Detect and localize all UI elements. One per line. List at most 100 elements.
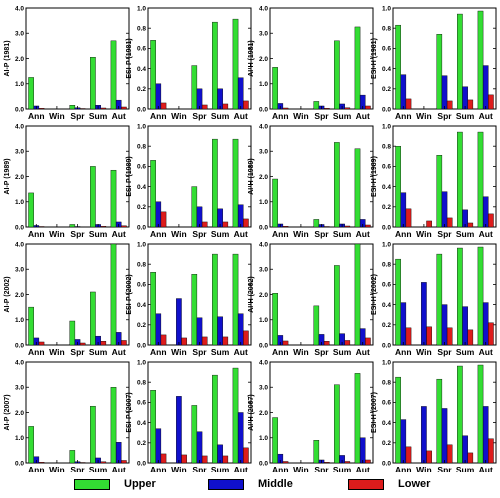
y-tick-label: 0.8 xyxy=(382,144,391,151)
y-tick-label: 0.6 xyxy=(137,282,146,289)
y-tick-label: 0.6 xyxy=(382,46,391,53)
x-tick-label: Win xyxy=(416,111,432,121)
panel-12: 0.0 0.2 0.4 0.6 0.8 1.0 ESI-H (2002) Ann Win Spr S… xyxy=(371,241,497,357)
bar-upper-spr xyxy=(436,253,443,346)
y-tick-label: 0.4 xyxy=(137,66,146,73)
x-tick-label: Aut xyxy=(356,347,370,357)
bar-lower-aut xyxy=(488,213,494,228)
x-tick-label: Win xyxy=(171,111,187,121)
y-tick-label: 0.0 xyxy=(137,342,146,349)
y-tick-label: 3.0 xyxy=(259,31,268,38)
bar-upper-aut xyxy=(110,169,117,228)
bar-upper-aut xyxy=(354,26,361,110)
bar-upper-sum xyxy=(334,142,340,228)
x-tick-label: Ann xyxy=(28,229,45,239)
bar-lower-aut xyxy=(121,340,127,346)
x-tick-label: Win xyxy=(171,347,187,357)
y-tick-label: 0.2 xyxy=(382,204,391,211)
bar-middle-sum xyxy=(217,88,223,110)
y-tick-label: 0.4 xyxy=(382,66,391,73)
bar-lower-aut xyxy=(365,105,371,110)
x-tick-label: Ann xyxy=(272,111,289,121)
bar-lower-win xyxy=(426,450,432,464)
x-tick-label: Ann xyxy=(272,465,289,472)
bar-lower-aut xyxy=(121,460,127,464)
panel-15: 0.0 1.0 2.0 3.0 4.0 AI-H (2007) Ann Win Spr Sum Au… xyxy=(248,359,374,472)
y-tick-label: 4.0 xyxy=(15,123,24,130)
y-tick-label: 0.8 xyxy=(137,262,146,269)
bar-lower-spr xyxy=(323,226,330,228)
y-tick-label: 0.2 xyxy=(137,322,146,329)
bar-upper-spr xyxy=(436,155,443,228)
bar-lower-win xyxy=(426,326,432,346)
y-tick-label: 0.6 xyxy=(137,46,146,53)
bar-upper-sum xyxy=(90,57,96,110)
y-axis-label: ESI-P (2002) xyxy=(126,274,133,314)
y-axis-label: AI-H (2007) xyxy=(248,394,255,431)
x-tick-label: Sum xyxy=(456,465,475,472)
y-tick-label: 0.0 xyxy=(259,342,268,349)
x-tick-label: Spr xyxy=(192,465,207,472)
x-tick-label: Aut xyxy=(479,347,493,357)
y-tick-label: 2.0 xyxy=(259,56,268,63)
bar-upper-spr xyxy=(313,440,320,464)
bar-lower-sum xyxy=(344,340,351,346)
y-tick-label: 1.0 xyxy=(137,241,146,248)
bar-lower-sum xyxy=(222,455,229,464)
bar-upper-ann xyxy=(28,77,34,110)
x-tick-label: Aut xyxy=(356,465,370,472)
bar-lower-aut xyxy=(121,106,127,110)
x-tick-label: Win xyxy=(49,347,65,357)
legend-item-upper: Upper xyxy=(74,474,156,494)
y-tick-label: 2.0 xyxy=(259,410,268,417)
legend-item-middle: Middle xyxy=(208,474,293,494)
bar-upper-ann xyxy=(150,272,156,346)
bar-upper-ann xyxy=(395,376,401,464)
x-tick-label: Aut xyxy=(112,111,126,121)
x-tick-label: Win xyxy=(416,347,432,357)
bar-middle-aut xyxy=(482,65,489,110)
y-tick-label: 0.0 xyxy=(382,460,391,467)
bar-lower-spr xyxy=(446,100,453,110)
y-tick-label: 1.0 xyxy=(259,317,268,324)
bar-upper-aut xyxy=(110,387,117,464)
y-tick-label: 1.0 xyxy=(15,199,24,206)
y-tick-label: 3.0 xyxy=(259,149,268,156)
y-tick-label: 2.0 xyxy=(259,292,268,299)
y-axis-label: ESI-H (2002) xyxy=(371,274,378,315)
y-axis-label: ESI-H (1989) xyxy=(371,156,378,197)
x-tick-label: Spr xyxy=(192,111,207,121)
bar-upper-sum xyxy=(212,253,218,346)
bar-lower-ann xyxy=(282,340,289,346)
x-tick-label: Sum xyxy=(333,229,352,239)
x-tick-label: Aut xyxy=(234,465,248,472)
bar-lower-sum xyxy=(344,225,351,228)
y-tick-label: 1.0 xyxy=(382,359,391,366)
bar-upper-sum xyxy=(212,21,218,110)
panel-11: 0.0 1.0 2.0 3.0 4.0 AI-H (2002) Ann Win Spr Sum Au… xyxy=(248,241,374,357)
y-axis-label: AI-H (1989) xyxy=(248,158,255,195)
bar-lower-aut xyxy=(121,225,127,228)
y-tick-label: 3.0 xyxy=(259,267,268,274)
x-tick-label: Win xyxy=(49,229,65,239)
bar-upper-sum xyxy=(334,384,340,464)
x-tick-label: Spr xyxy=(192,347,207,357)
bar-middle-aut xyxy=(237,412,244,464)
y-axis-label: ESI-H (1981) xyxy=(371,38,378,79)
x-tick-label: Aut xyxy=(479,229,493,239)
bar-lower-ann xyxy=(405,327,412,346)
bar-upper-ann xyxy=(272,417,278,464)
y-tick-label: 0.4 xyxy=(382,420,391,427)
y-axis-label: ESI-P (2007) xyxy=(126,392,133,432)
x-tick-label: Spr xyxy=(192,229,207,239)
x-tick-label: Win xyxy=(171,465,187,472)
x-tick-label: Sum xyxy=(456,229,475,239)
bar-lower-spr xyxy=(79,108,86,110)
bar-lower-ann xyxy=(160,102,167,110)
bar-lower-aut xyxy=(365,224,371,228)
bar-middle-win xyxy=(176,396,182,464)
y-tick-label: 4.0 xyxy=(15,359,24,366)
bar-middle-aut xyxy=(237,77,244,110)
x-tick-label: Sum xyxy=(89,465,108,472)
y-tick-label: 1.0 xyxy=(137,5,146,12)
